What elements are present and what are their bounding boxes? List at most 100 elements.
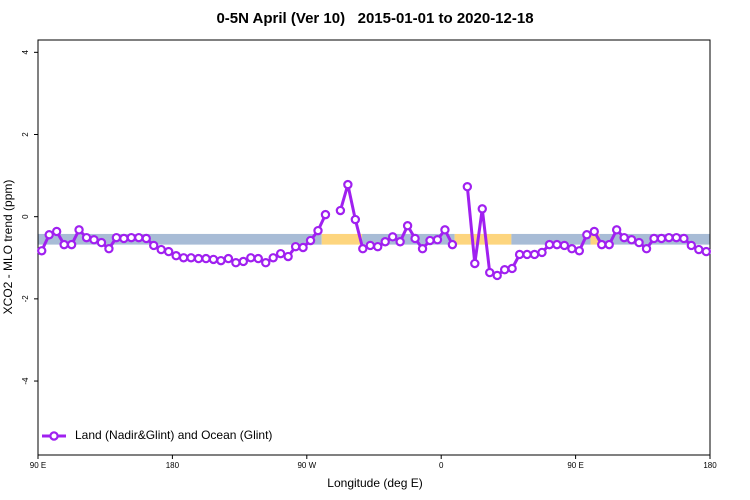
series-point [171, 251, 181, 261]
series-point [671, 232, 682, 243]
series-point [66, 239, 77, 250]
series-point [634, 237, 644, 248]
series-point [656, 233, 667, 244]
series-point [522, 249, 532, 260]
series-point [537, 247, 547, 258]
x-tick-label: 90 W [297, 461, 316, 470]
series-point [395, 237, 405, 247]
series-point [552, 239, 562, 250]
series-point [559, 240, 570, 251]
series-point [567, 244, 577, 254]
series-point [298, 242, 308, 253]
x-tick-label: 180 [166, 461, 180, 470]
series-point [89, 234, 99, 245]
series-point [216, 255, 226, 266]
series-point [350, 214, 361, 225]
series-point [81, 232, 92, 243]
band-segment [362, 233, 455, 245]
series-point [193, 253, 204, 264]
series-point [231, 258, 241, 268]
series-point [664, 232, 674, 243]
series-line [40, 184, 707, 278]
series-point [499, 264, 510, 275]
x-axis-label: Longitude (deg E) [327, 476, 422, 490]
series-point [358, 244, 368, 254]
series-point [208, 254, 219, 265]
series-point [387, 232, 398, 242]
series-point [641, 244, 652, 254]
series-point [462, 181, 473, 192]
series-point [380, 237, 390, 247]
y-axis-label: XCO2 - MLO trend (ppm) [1, 180, 15, 315]
x-tick-label: 180 [703, 461, 717, 470]
series-point [51, 226, 62, 237]
y-tick-label: 2 [21, 132, 30, 137]
legend-label: Land (Nadir&Glint) and Ocean (Glint) [75, 428, 272, 442]
series-point [290, 241, 301, 252]
series-point [44, 230, 54, 240]
series-point [529, 249, 540, 260]
series-point [313, 225, 323, 236]
series-point [485, 267, 495, 278]
series-point [432, 234, 443, 245]
series-point [268, 253, 278, 263]
series-point [320, 209, 331, 220]
band-segment [321, 233, 363, 245]
series-point [283, 251, 293, 262]
series-point [261, 258, 271, 268]
series-point [701, 246, 711, 257]
series-point [492, 270, 502, 281]
series-point [238, 256, 249, 267]
series-point [96, 237, 107, 248]
series-point [104, 244, 114, 254]
series-point [74, 225, 84, 235]
series-point [402, 221, 413, 231]
series-point [425, 235, 435, 246]
series-point [253, 253, 263, 264]
series-point [335, 205, 346, 216]
y-tick-label: -4 [21, 377, 30, 385]
x-tick-label: 90 E [567, 461, 583, 470]
series-point [410, 233, 420, 244]
series-point [626, 234, 637, 245]
y-tick-label: 0 [21, 214, 30, 219]
series-point [686, 240, 697, 251]
series-point [59, 239, 69, 250]
series-point [201, 253, 211, 264]
chart-title: 0-5N April (Ver 10) 2015-01-01 to 2020-1… [216, 10, 533, 27]
y-tick-label: 4 [21, 50, 30, 55]
x-tick-label: 0 [439, 461, 444, 470]
series-point [477, 204, 487, 214]
series-point [163, 246, 174, 257]
series-point [149, 240, 159, 251]
series-point [574, 246, 585, 256]
series-point [343, 179, 353, 190]
series-point [373, 241, 383, 252]
series-point [694, 244, 704, 255]
series-point [156, 244, 166, 255]
legend-marker [49, 431, 59, 441]
band-segment [511, 233, 591, 245]
series-point [186, 253, 196, 263]
series-point [619, 232, 629, 243]
series-point [597, 239, 607, 250]
series-point [611, 225, 622, 235]
series-point [111, 232, 122, 243]
series-point [134, 232, 144, 243]
series-point [470, 258, 480, 269]
series-point [544, 239, 555, 250]
series-point [447, 239, 458, 250]
series-point [417, 244, 428, 254]
series-point [514, 249, 525, 260]
series-point [649, 233, 659, 244]
y-tick-label: -2 [21, 295, 30, 303]
series-point [223, 253, 234, 264]
band-segment [454, 233, 512, 245]
series-point [582, 230, 592, 240]
series-point [507, 263, 517, 274]
series-point [305, 235, 316, 246]
series-point [37, 246, 47, 256]
x-tick-label: 90 E [30, 461, 46, 470]
